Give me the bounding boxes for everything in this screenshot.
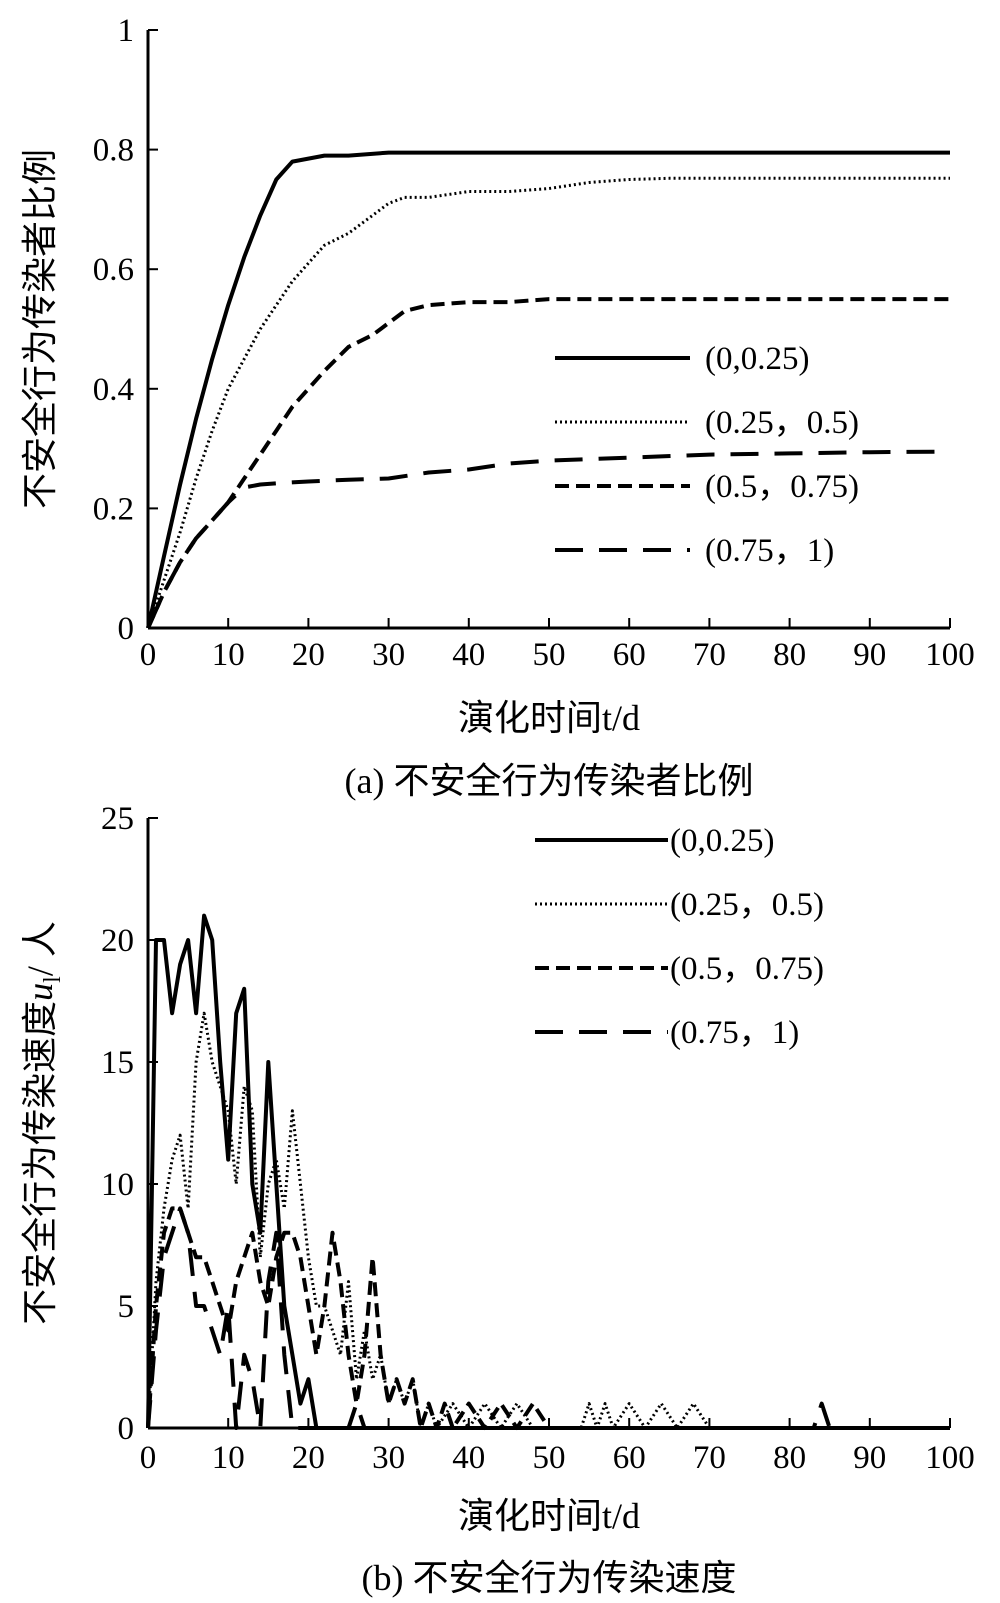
chart-a-lines (146, 150, 951, 629)
chart-a-y-tick-label: 0 (118, 611, 135, 647)
chart-b-legend-label-3: (0.5，0.75) (670, 951, 824, 987)
chart-b-legend: (0,0.25) (0.25，0.5) (0.5，0.75) (0.75，1) (535, 823, 824, 1051)
chart-b-y-tick-label: 20 (101, 923, 134, 959)
chart-b-y-tick-label: 0 (118, 1411, 135, 1447)
chart-b-series-line-3 (146, 1206, 950, 1430)
chart-a-x-tick-label: 70 (693, 637, 726, 673)
chart-b-y-tick-label: 10 (101, 1167, 134, 1203)
chart-b-x-tick-label: 0 (140, 1440, 157, 1476)
chart-a: 0 10 20 30 40 50 60 70 80 90 100 0 0.2 0.4 0.6 0.8 1 (0,… (20, 13, 975, 801)
chart-b-series-line-1 (146, 913, 950, 1430)
chart-b-y-label-var: u (20, 983, 60, 1001)
chart-a-x-tick-label: 80 (773, 637, 806, 673)
chart-a-series-line-3 (146, 297, 950, 629)
chart-a-x-label: 演化时间t/d (458, 698, 640, 738)
chart-a-x-tick-label: 50 (533, 637, 566, 673)
chart-b-axes (146, 818, 950, 1430)
chart-a-x-tick-label: 20 (292, 637, 325, 673)
chart-a-y-tick-label: 0.8 (93, 133, 134, 169)
chart-b-legend-label-2: (0.25，0.5) (670, 887, 824, 923)
chart-b-x-label: 演化时间t/d (458, 1496, 640, 1536)
chart-b-y-label-suffix: / 人 (20, 921, 60, 976)
chart-a-y-tick-label: 0.4 (93, 372, 134, 408)
chart-b-series-line-4 (146, 1206, 950, 1430)
chart-b-y-tick-label: 25 (101, 801, 134, 837)
chart-a-legend-label-3: (0.5，0.75) (705, 469, 859, 505)
chart-a-series-line-4 (146, 449, 951, 629)
chart-b-x-tick-label: 20 (292, 1440, 325, 1476)
chart-b-y-label: 不安全行为传染速度ul/ 人 (20, 921, 66, 1325)
chart-a-x-tick-label: 60 (613, 637, 646, 673)
chart-b-x-tick-label: 40 (452, 1440, 485, 1476)
chart-a-x-tick-label: 100 (925, 637, 975, 673)
chart-b-caption: (b) 不安全行为传染速度 (362, 1558, 737, 1598)
chart-b-x-tick-label: 100 (925, 1440, 975, 1476)
chart-a-y-tick-label: 0.2 (93, 491, 134, 527)
chart-a-x-tick-label: 0 (140, 637, 157, 673)
chart-a-legend-label-4: (0.75，1) (705, 533, 834, 569)
chart-a-legend: (0,0.25) (0.25，0.5) (0.5，0.75) (0.75，1) (555, 341, 859, 569)
chart-a-x-tick-label: 40 (452, 637, 485, 673)
chart-b-x-tick-label: 90 (853, 1440, 886, 1476)
chart-a-series-line-1 (146, 150, 950, 629)
chart-a-caption: (a) 不安全行为传染者比例 (345, 761, 754, 801)
chart-a-y-tick-label: 0.6 (93, 252, 134, 288)
chart-b-ticks: 0 10 20 30 40 50 60 70 80 90 100 0 5 10 15 20 25 (101, 801, 975, 1476)
chart-b-x-tick-label: 10 (212, 1440, 245, 1476)
chart-a-x-tick-label: 10 (212, 637, 245, 673)
chart-a-x-tick-label: 30 (372, 637, 405, 673)
chart-b: 0 10 20 30 40 50 60 70 80 90 100 0 5 10 15 20 25 (0,0.25… (20, 801, 975, 1598)
chart-a-legend-label-1: (0,0.25) (705, 341, 809, 377)
chart-b-y-label-prefix: 不安全行为传染速度 (20, 1001, 60, 1325)
chart-b-legend-label-4: (0.75，1) (670, 1015, 799, 1051)
chart-b-x-tick-label: 70 (693, 1440, 726, 1476)
chart-b-y-tick-label: 15 (101, 1045, 134, 1081)
chart-b-legend-label-1: (0,0.25) (670, 823, 774, 859)
chart-b-x-tick-label: 30 (372, 1440, 405, 1476)
chart-b-series-line-2 (146, 1011, 950, 1430)
chart-b-y-tick-label: 5 (118, 1289, 135, 1325)
chart-b-x-tick-label: 80 (773, 1440, 806, 1476)
chart-a-y-label: 不安全行为传染者比例 (20, 149, 60, 509)
chart-a-legend-label-2: (0.25，0.5) (705, 405, 859, 441)
chart-a-x-tick-label: 90 (853, 637, 886, 673)
chart-b-lines (146, 913, 950, 1430)
chart-a-ticks: 0 10 20 30 40 50 60 70 80 90 100 0 0.2 0.4 0.6 0.8 1 (93, 13, 975, 673)
chart-b-y-label-sub: l (40, 976, 66, 983)
chart-b-x-tick-label: 50 (533, 1440, 566, 1476)
chart-a-y-tick-label: 1 (118, 13, 135, 49)
chart-b-x-tick-label: 60 (613, 1440, 646, 1476)
